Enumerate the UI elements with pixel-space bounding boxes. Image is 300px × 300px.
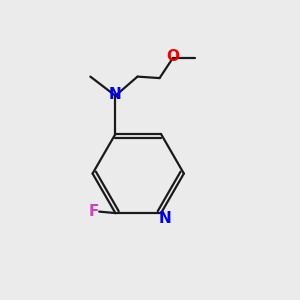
- Text: N: N: [158, 211, 171, 226]
- Text: F: F: [89, 203, 99, 218]
- Text: N: N: [109, 87, 122, 102]
- Text: O: O: [167, 50, 180, 64]
